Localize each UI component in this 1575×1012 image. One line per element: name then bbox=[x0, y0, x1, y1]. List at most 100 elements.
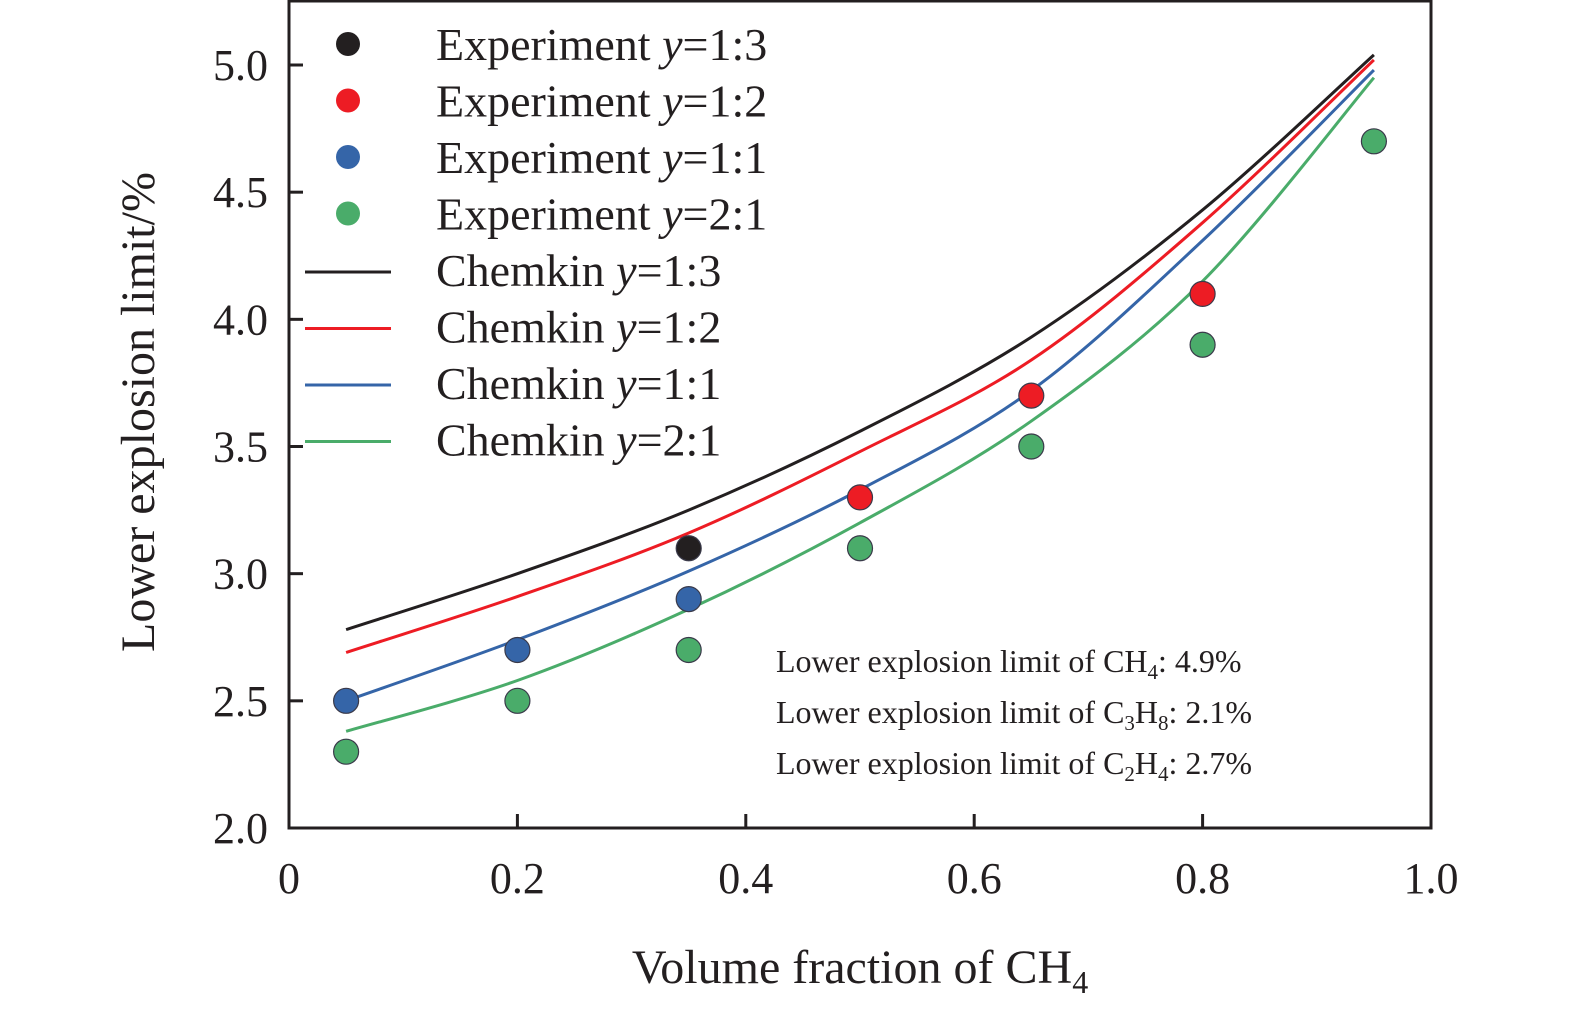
y-axis-title: Lower explosion limit/% bbox=[112, 172, 165, 652]
experiment-point bbox=[1018, 382, 1045, 409]
legend-item: Experiment y=2:1 bbox=[336, 189, 767, 240]
plot-frame bbox=[287, 0, 1433, 830]
annotation-part: H bbox=[1135, 694, 1158, 730]
legend-label-var: y bbox=[658, 189, 683, 240]
legend-label-var: y bbox=[658, 76, 683, 127]
experiment-point bbox=[675, 636, 702, 664]
legend-label-name: Chemkin bbox=[436, 358, 616, 409]
legend-item: Chemkin y=1:1 bbox=[305, 358, 721, 409]
legend-label-var: y bbox=[658, 132, 683, 183]
legend-label-name: Experiment bbox=[436, 19, 662, 70]
legend-label: Chemkin y=1:1 bbox=[436, 358, 721, 409]
legend-label-ratio: =1:1 bbox=[637, 358, 722, 409]
annotation-part: : 4.9% bbox=[1158, 643, 1242, 679]
legend-label-var: y bbox=[612, 302, 637, 353]
x-tick-label: 1.0 bbox=[1404, 854, 1459, 903]
legend-label-ratio: =1:1 bbox=[683, 132, 768, 183]
experiment-point bbox=[675, 535, 702, 562]
y-tick-label: 4.5 bbox=[213, 168, 268, 217]
y-tick-label: 5.0 bbox=[213, 41, 268, 90]
y-tick-label: 4.0 bbox=[213, 295, 268, 344]
legend-label: Chemkin y=1:2 bbox=[436, 302, 721, 353]
experiment-point bbox=[504, 687, 531, 714]
y-axis: 2.0 2.5 3.0 3.5 4.0 4.5 5.0 bbox=[213, 41, 303, 853]
legend-marker bbox=[336, 201, 360, 226]
experiment-point bbox=[675, 585, 702, 613]
legend-label-ratio: =1:3 bbox=[637, 245, 722, 296]
annotation-subscript: 4 bbox=[1148, 660, 1159, 684]
experiment-point bbox=[504, 636, 531, 664]
annotation-part: H bbox=[1124, 643, 1147, 679]
chemkin-line bbox=[345, 58, 1375, 654]
legend-label-ratio: =2:1 bbox=[637, 415, 722, 466]
legend-label: Chemkin y=2:1 bbox=[436, 415, 721, 466]
annotation-part: H bbox=[1135, 745, 1158, 781]
legend-marker bbox=[336, 145, 360, 169]
experiment-point bbox=[846, 535, 874, 562]
chemkin-line bbox=[345, 76, 1376, 733]
legend-item: Experiment y=1:1 bbox=[336, 132, 767, 183]
annotation-part: : 2.7% bbox=[1169, 745, 1253, 781]
y-tick-label: 2.5 bbox=[213, 677, 268, 726]
legend-label-name: Experiment bbox=[436, 189, 662, 240]
legend-label: Experiment y=1:2 bbox=[436, 76, 767, 127]
annotation-part: C bbox=[1103, 643, 1124, 679]
annotation-subscript: 4 bbox=[1158, 762, 1169, 786]
legend-item: Chemkin y=1:3 bbox=[305, 245, 721, 296]
legend-label-var: y bbox=[612, 358, 637, 409]
experiment-point bbox=[1189, 331, 1216, 358]
experiment-point bbox=[1018, 433, 1045, 460]
legend-label-var: y bbox=[612, 415, 637, 466]
annotation-text: Lower explosion limit of C2H4: 2.7% bbox=[776, 745, 1252, 786]
annotation-subscript: 3 bbox=[1124, 711, 1135, 735]
legend-label-name: Chemkin bbox=[436, 245, 616, 296]
legend-label-ratio: =1:2 bbox=[683, 76, 768, 127]
annotation-part: Lower explosion limit of bbox=[776, 745, 1103, 781]
annotation-subscript: 2 bbox=[1124, 762, 1135, 786]
annotation-part: C bbox=[1103, 745, 1124, 781]
legend-label: Experiment y=1:3 bbox=[436, 19, 767, 70]
legend-label-ratio: =1:2 bbox=[637, 302, 722, 353]
x-tick-label: 0 bbox=[278, 854, 300, 903]
experiment-point bbox=[333, 687, 360, 714]
legend-label-ratio: =1:3 bbox=[683, 19, 768, 70]
legend-item: Experiment y=1:2 bbox=[336, 76, 767, 127]
legend-label-name: Chemkin bbox=[436, 302, 616, 353]
x-tick-label: 0.8 bbox=[1175, 854, 1230, 903]
x-axis: 0 0.2 0.4 0.6 0.8 1.0 bbox=[278, 814, 1459, 903]
annotations: Lower explosion limit of CH4: 4.9%Lower … bbox=[776, 643, 1252, 786]
legend-label: Experiment y=2:1 bbox=[436, 189, 767, 240]
experiment-point bbox=[333, 738, 360, 765]
experiment-point bbox=[1360, 128, 1388, 155]
legend-label-var: y bbox=[612, 245, 637, 296]
y-tick-label: 2.0 bbox=[213, 804, 268, 853]
y-tick-label: 3.5 bbox=[213, 423, 268, 472]
legend-item: Chemkin y=2:1 bbox=[305, 415, 721, 466]
legend-label: Chemkin y=1:3 bbox=[436, 245, 721, 296]
experiment-point bbox=[846, 484, 874, 511]
legend-label-name: Experiment bbox=[436, 132, 662, 183]
legend-label-ratio: =2:1 bbox=[683, 189, 768, 240]
x-axis-title: Volume fraction of CH4 bbox=[632, 941, 1088, 1000]
legend-label-name: Experiment bbox=[436, 76, 662, 127]
legend-item: Chemkin y=1:2 bbox=[305, 302, 721, 353]
legend-marker bbox=[336, 32, 360, 56]
annotation-text: Lower explosion limit of CH4: 4.9% bbox=[776, 643, 1242, 684]
x-axis-title-text: Volume fraction of CH bbox=[632, 941, 1072, 994]
legend-item: Experiment y=1:3 bbox=[336, 19, 767, 70]
experiment-points bbox=[333, 128, 1388, 765]
plot-area bbox=[287, 0, 1433, 830]
legend-label: Experiment y=1:1 bbox=[436, 132, 767, 183]
legend-marker bbox=[336, 88, 360, 113]
x-tick-label: 0.6 bbox=[947, 854, 1002, 903]
y-tick-label: 3.0 bbox=[213, 550, 268, 599]
x-tick-label: 0.4 bbox=[718, 854, 773, 903]
annotation-text: Lower explosion limit of C3H8: 2.1% bbox=[776, 694, 1252, 735]
annotation-part: C bbox=[1103, 694, 1124, 730]
x-tick-label: 0.2 bbox=[490, 854, 545, 903]
annotation-part: Lower explosion limit of bbox=[776, 643, 1103, 679]
x-axis-title-subscript: 4 bbox=[1072, 964, 1088, 1000]
legend-label-name: Chemkin bbox=[436, 415, 616, 466]
